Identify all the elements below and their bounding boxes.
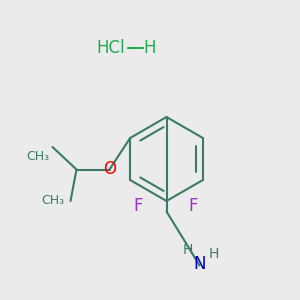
Text: H: H [144, 39, 156, 57]
Text: F: F [133, 197, 143, 215]
Text: HCl: HCl [97, 39, 125, 57]
Text: O: O [103, 160, 117, 178]
Text: N: N [193, 255, 206, 273]
Text: H: H [209, 247, 219, 261]
Text: F: F [188, 197, 198, 215]
Text: H: H [183, 243, 193, 257]
Text: CH₃: CH₃ [26, 150, 50, 163]
Text: CH₃: CH₃ [41, 194, 64, 208]
